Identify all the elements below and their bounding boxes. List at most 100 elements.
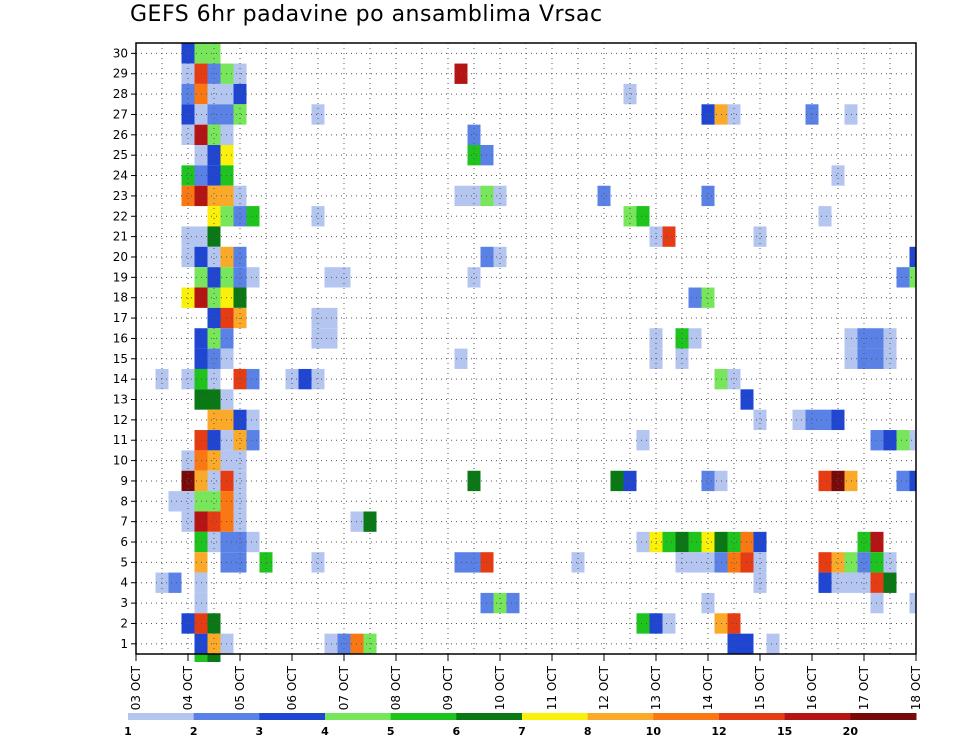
y-tick-label: 24: [113, 169, 128, 183]
colorbar-swatch: [390, 713, 457, 720]
heatmap-cell: [571, 552, 585, 573]
y-tick-label: 8: [120, 494, 128, 508]
heatmap-cell: [246, 409, 260, 431]
x-tick-label: 09 OCT: [441, 665, 455, 710]
heatmap-cell: [233, 511, 247, 532]
heatmap-cell: [207, 470, 221, 492]
x-tick-label: 10 OCT: [493, 665, 507, 710]
heatmap-cell: [233, 450, 247, 471]
heatmap-cell: [181, 124, 195, 145]
heatmap-cell: [688, 287, 702, 308]
heatmap-cell: [363, 511, 377, 532]
heatmap-cell: [623, 83, 637, 105]
heatmap-cell: [207, 185, 221, 207]
heatmap-cell: [298, 368, 312, 390]
heatmap-cell: [896, 267, 910, 288]
heatmap-cell: [467, 145, 481, 166]
heatmap-cell: [831, 470, 845, 492]
heatmap-cells: [155, 43, 916, 662]
colorbar-swatch: [193, 713, 260, 720]
y-tick-label: 25: [113, 148, 128, 162]
heatmap-cell: [688, 552, 702, 573]
heatmap-cell: [753, 572, 767, 593]
heatmap-cell: [818, 552, 832, 573]
y-tick-label: 12: [113, 413, 128, 427]
heatmap-cell: [857, 552, 871, 573]
heatmap-cell: [688, 328, 702, 349]
y-tick-label: 13: [113, 393, 128, 407]
colorbar-label: 10: [646, 725, 662, 738]
colorbar-swatch: [522, 713, 589, 720]
heatmap-cell: [467, 124, 481, 145]
heatmap-cell: [818, 409, 832, 431]
x-tick-label: 17 OCT: [857, 665, 871, 710]
colorbar-label: 2: [190, 725, 198, 738]
heatmap-cell: [207, 287, 221, 308]
heatmap-cell: [181, 246, 195, 268]
y-tick-label: 29: [113, 67, 128, 81]
heatmap-cell: [233, 104, 247, 125]
heatmap-cell: [506, 592, 520, 614]
heatmap-cell: [636, 613, 650, 634]
heatmap-cell: [207, 430, 221, 451]
y-tick-label: 30: [113, 46, 128, 60]
x-tick-label: 14 OCT: [701, 665, 715, 710]
y-tick-label: 9: [120, 474, 128, 488]
x-tick-label: 07 OCT: [337, 665, 351, 710]
heatmap-cell: [207, 145, 221, 166]
heatmap-cell: [207, 368, 221, 390]
x-tick-label: 16 OCT: [805, 665, 819, 710]
heatmap-cell: [857, 572, 871, 593]
heatmap-cell: [181, 83, 195, 105]
colorbar-swatch: [587, 713, 654, 720]
heatmap-cell: [701, 531, 715, 553]
heatmap-cell: [181, 226, 195, 247]
heatmap-cell: [831, 165, 845, 186]
x-tick-label: 03 OCT: [129, 665, 143, 710]
heatmap-cell: [207, 654, 221, 662]
heatmap-cell: [181, 511, 195, 532]
heatmap-cell: [207, 511, 221, 532]
heatmap-cell: [181, 470, 195, 492]
heatmap-cell: [246, 531, 260, 553]
heatmap-cell: [701, 104, 715, 125]
heatmap-cell: [311, 552, 325, 573]
colorbar-label: 6: [453, 725, 461, 738]
y-tick-label: 6: [120, 535, 128, 549]
heatmap-cell: [233, 206, 247, 227]
heatmap-cell: [233, 246, 247, 268]
x-tick-label: 04 OCT: [181, 665, 195, 710]
heatmap-cell: [181, 368, 195, 390]
y-tick-label: 11: [113, 433, 128, 447]
heatmap-cell: [701, 287, 715, 308]
heatmap-cell: [233, 368, 247, 390]
heatmap-cell: [636, 206, 650, 227]
heatmap-cell: [896, 430, 910, 451]
y-tick-label: 16: [113, 331, 128, 345]
heatmap-cell: [636, 430, 650, 451]
heatmap-cell: [753, 531, 767, 553]
heatmap-cell: [909, 470, 916, 492]
heatmap-cell: [623, 206, 637, 227]
x-axis: 03 OCT 04 OCT 05 OCT 06 OCT 07 OCT 08 OCT 09 O…: [129, 654, 923, 710]
y-tick-label: 22: [113, 209, 128, 223]
heatmap-cell: [831, 552, 845, 573]
heatmap-cell: [727, 368, 741, 390]
grid-lines: [136, 43, 916, 654]
y-axis: 1234567891011121314151617181920212223242…: [113, 46, 136, 651]
y-tick-label: 26: [113, 128, 128, 142]
heatmap-cell: [233, 531, 247, 553]
colorbar-label: 1: [124, 725, 132, 738]
y-tick-label: 7: [120, 515, 128, 529]
heatmap-cell: [194, 654, 208, 662]
heatmap-cell: [883, 572, 897, 593]
heatmap-cell: [467, 470, 481, 492]
x-tick-label: 05 OCT: [233, 665, 247, 710]
heatmap-cell: [792, 409, 806, 431]
x-tick-label: 15 OCT: [753, 665, 767, 710]
heatmap-cell: [181, 450, 195, 471]
heatmap-cell: [168, 572, 182, 593]
colorbar-label: 8: [584, 725, 592, 738]
heatmap-cell: [909, 267, 916, 288]
